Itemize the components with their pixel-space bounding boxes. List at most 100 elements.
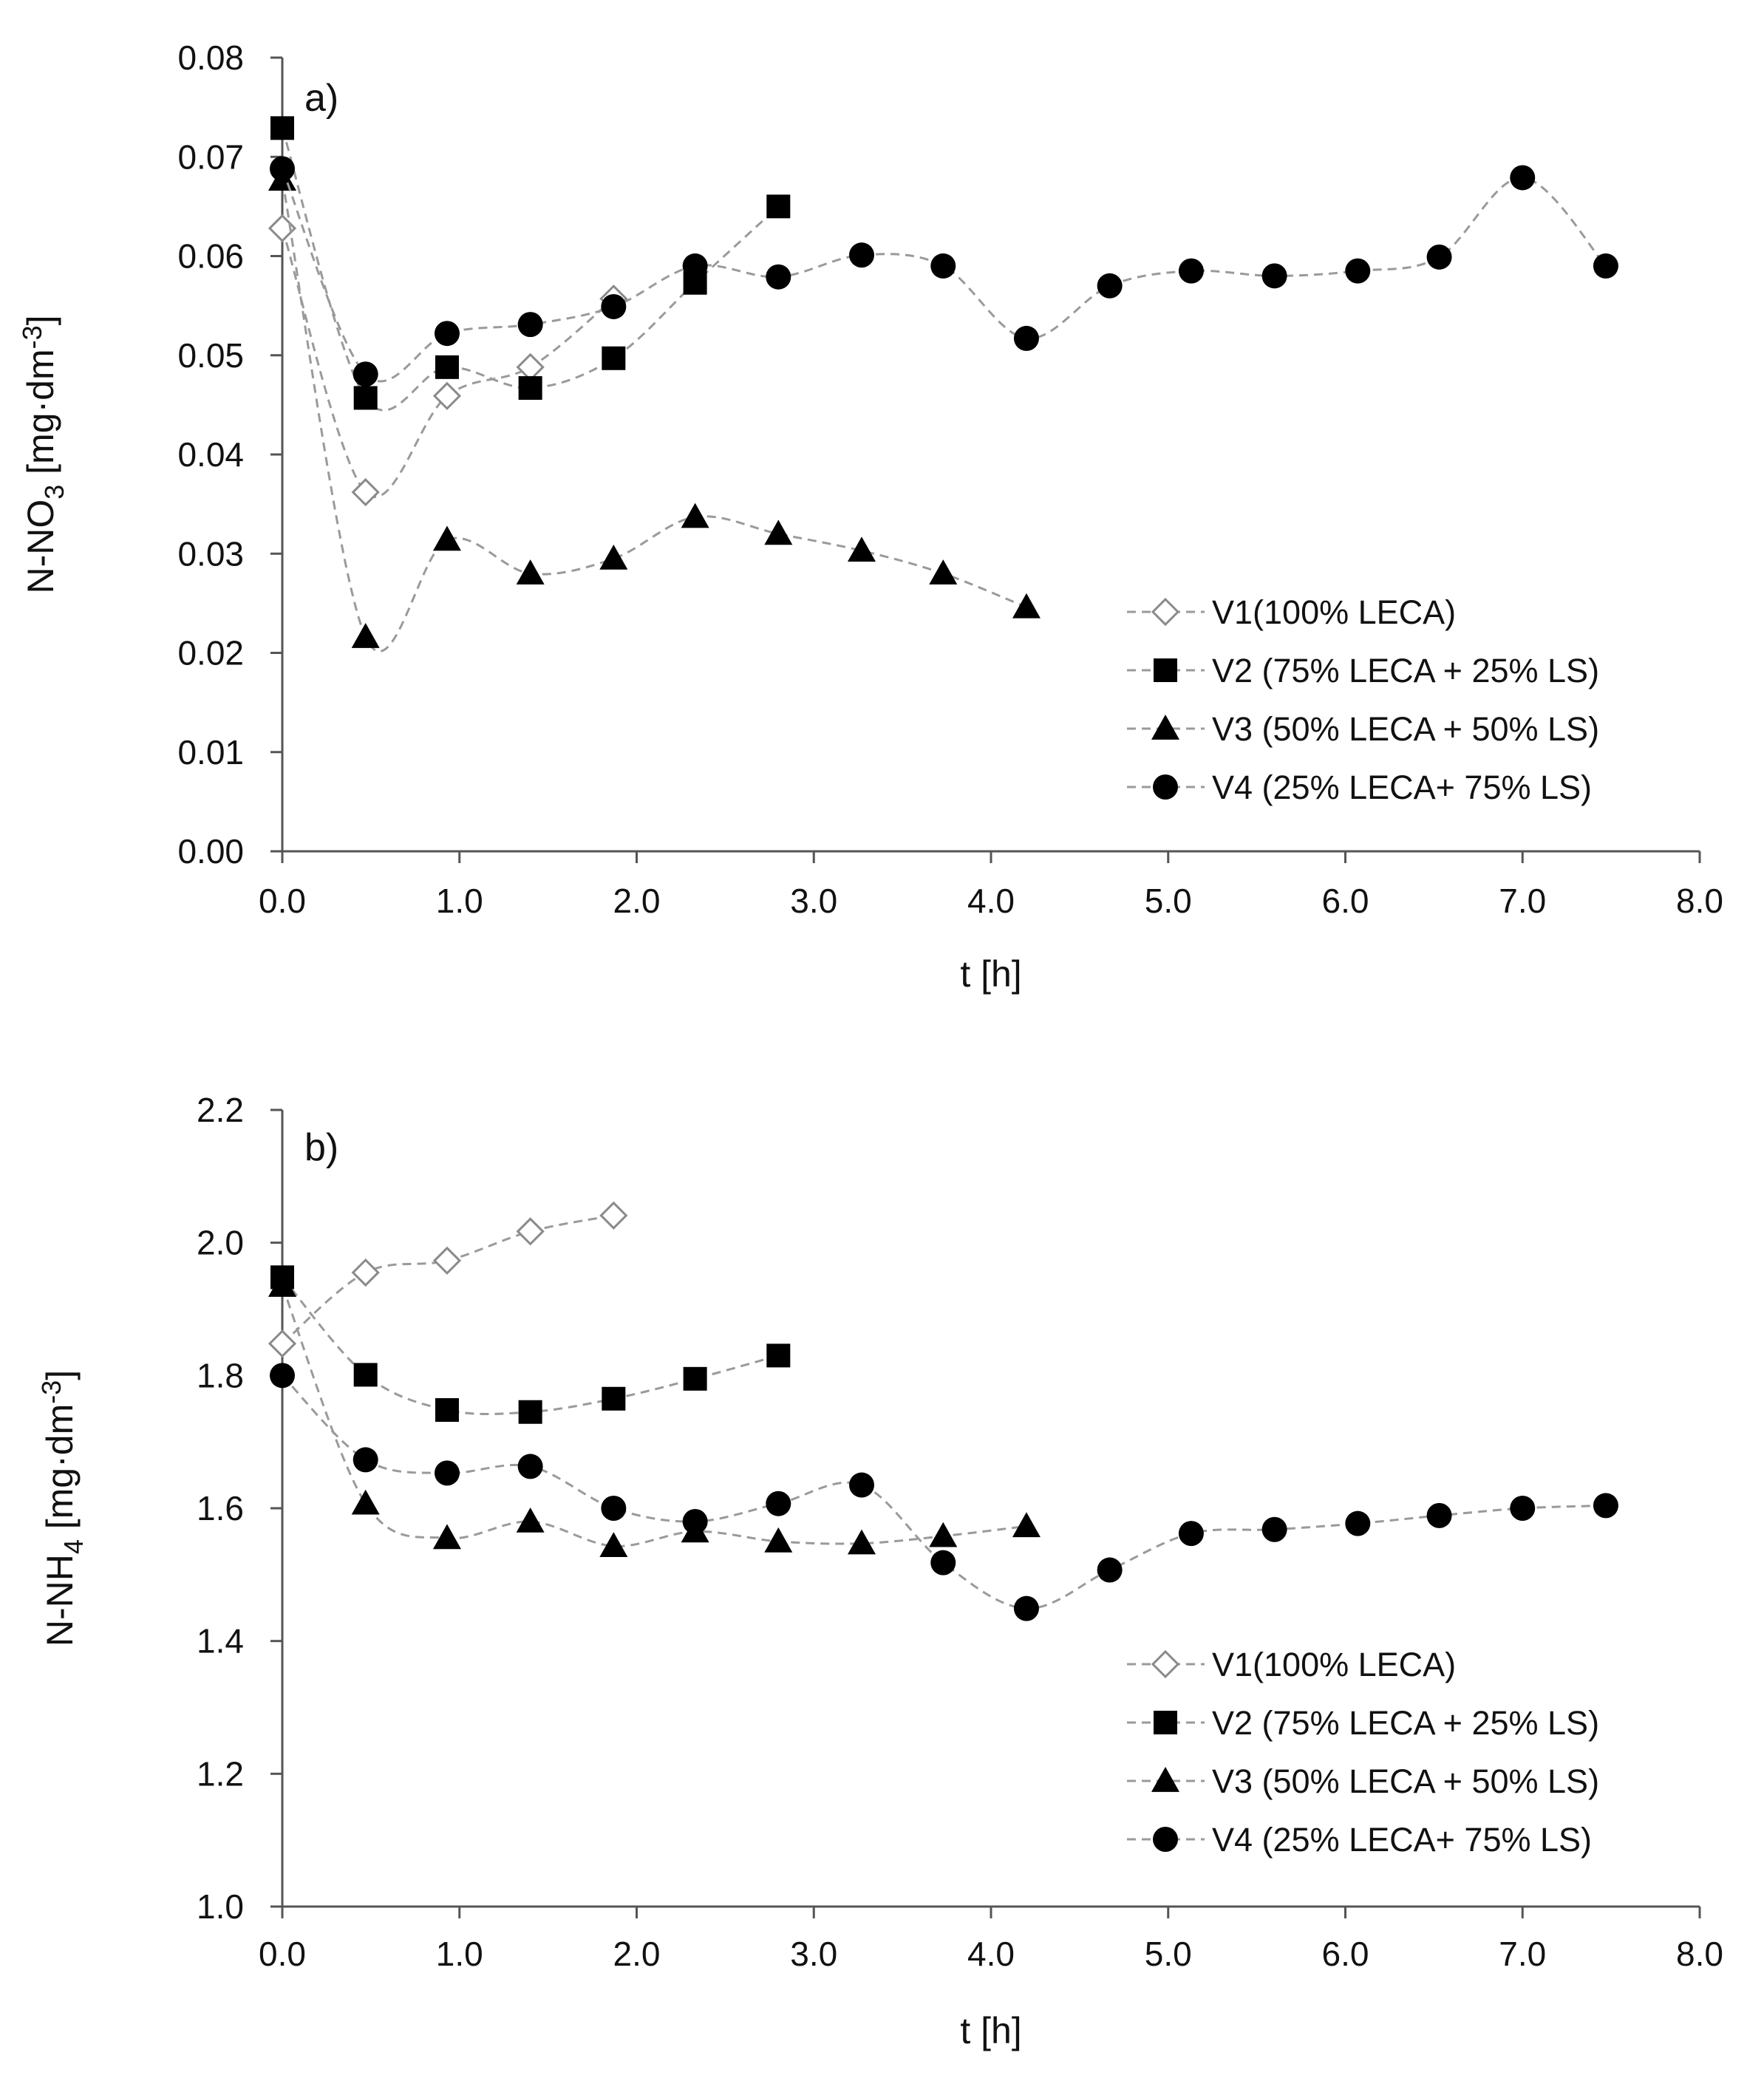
y-tick-label: 0.02 [177,634,244,672]
data-point [432,381,462,410]
y-tick-label: 0.05 [177,336,244,375]
series-v3-50-leca-50-ls [268,166,1041,653]
x-tick-label: 3.0 [790,882,837,920]
x-tick-label: 3.0 [790,1935,837,1973]
chart-panel-b: 1.0 1.2 1.4 1.6 1.8 2.0 2.2 0.0 1.0 2.0 3.0 4.0 5.0 6… [36,1091,1723,2051]
x-tick-label: 5.0 [1145,1935,1192,1973]
data-point [764,520,793,545]
data-point [351,477,380,507]
legend-label: V3 (50% LECA + 50% LS) [1212,1762,1599,1800]
x-tick-label: 5.0 [1145,882,1192,920]
legend-marker [1151,597,1180,627]
data-point [268,1329,297,1358]
y-axis-title-unit-post: ] [20,315,61,325]
data-point [353,1363,378,1387]
data-point [848,1472,874,1498]
data-point [766,194,791,219]
legend-label: V2 (75% LECA + 25% LS) [1212,652,1599,689]
data-point [1510,165,1536,191]
x-tick-label: 7.0 [1499,1935,1546,1973]
y-axis-title-sup: -3 [17,325,47,349]
data-point [766,264,791,290]
data-point [1510,1496,1536,1521]
y-tick-label: 1.4 [197,1622,244,1660]
data-point [353,386,378,410]
data-point [848,242,874,268]
legend-item: V1(100% LECA) [1127,593,1456,631]
data-point [516,352,545,381]
legend-item: V3 (50% LECA + 50% LS) [1127,710,1599,748]
data-point [1013,325,1039,351]
y-axis-title-base: N-NO [20,500,61,594]
legend-label: V1(100% LECA) [1212,1646,1456,1683]
data-point [930,1550,956,1575]
x-tick-label: 2.0 [613,882,661,920]
y-axis-title-sup: -3 [36,1380,67,1404]
legend-label: V4 (25% LECA+ 75% LS) [1212,769,1592,806]
x-tick-label: 4.0 [967,1935,1015,1973]
data-point [517,312,543,338]
data-point [929,559,958,585]
data-point [351,1258,380,1287]
y-tick-label: 0.07 [177,137,244,176]
y-tick-label: 1.0 [197,1887,244,1926]
x-tick-label: 2.0 [613,1935,661,1973]
data-point [351,623,380,648]
data-point [1012,1512,1041,1538]
legend-marker [1154,1711,1177,1734]
data-point [1178,1521,1204,1547]
legend-item: V1(100% LECA) [1127,1646,1456,1683]
y-tick-label: 0.03 [177,534,244,573]
data-point [602,1386,626,1411]
data-point [682,253,708,279]
panel-label: b) [304,1126,338,1169]
data-point [518,376,542,401]
data-point [516,559,545,585]
data-point [432,525,461,551]
data-point [353,1447,378,1473]
data-point [1097,273,1123,299]
x-tick-label: 1.0 [436,882,483,920]
y-axis-title-sub: 4 [58,1539,89,1554]
data-point [1012,593,1041,619]
data-point [351,1489,380,1515]
data-point [847,1529,876,1555]
data-point [270,1363,295,1389]
y-tick-label: 1.6 [197,1489,244,1527]
data-point [766,1491,791,1516]
data-point [353,361,378,387]
legend: V1(100% LECA) V2 (75% LECA + 25% LS) V3 (5… [1127,593,1599,806]
data-point [516,1217,545,1246]
data-point [681,503,709,528]
y-tick-label: 1.2 [197,1754,244,1793]
legend-label: V1(100% LECA) [1212,593,1456,631]
series-line [281,228,615,498]
data-point [601,1496,627,1521]
data-point [1013,1595,1039,1621]
y-tick-label: 0.00 [177,832,244,871]
data-point [270,156,295,182]
series-line [281,1276,779,1415]
data-point [683,1366,707,1391]
x-tick-label: 0.0 [259,1935,306,1973]
data-point [434,321,460,347]
data-point [516,1507,545,1533]
series-line [282,1214,614,1345]
y-tick-label: 2.0 [197,1224,244,1262]
x-axis-title: t [h] [960,2010,1021,2051]
x-tick-label: 0.0 [259,882,306,920]
data-point [432,1524,461,1550]
data-point [1593,1493,1618,1519]
y-tick-label: 0.01 [177,733,244,771]
legend-marker [1153,774,1178,800]
chart-panel-a: 0.00 0.01 0.02 0.03 0.04 0.05 0.06 0.07 0.08 0.0 1… [17,38,1723,995]
data-point [1593,253,1618,279]
data-point [1261,1516,1287,1542]
data-point [766,1343,791,1368]
data-point [929,1522,958,1547]
data-point [518,1400,542,1424]
y-tick-label: 0.08 [177,38,244,77]
legend-marker [1151,715,1179,740]
data-point [930,253,956,279]
